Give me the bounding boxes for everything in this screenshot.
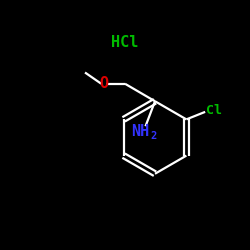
Text: NH: NH [131, 124, 149, 139]
Text: HCl: HCl [111, 35, 139, 50]
Text: O: O [99, 76, 108, 91]
Text: Cl: Cl [206, 104, 222, 117]
Text: 2: 2 [150, 131, 157, 141]
